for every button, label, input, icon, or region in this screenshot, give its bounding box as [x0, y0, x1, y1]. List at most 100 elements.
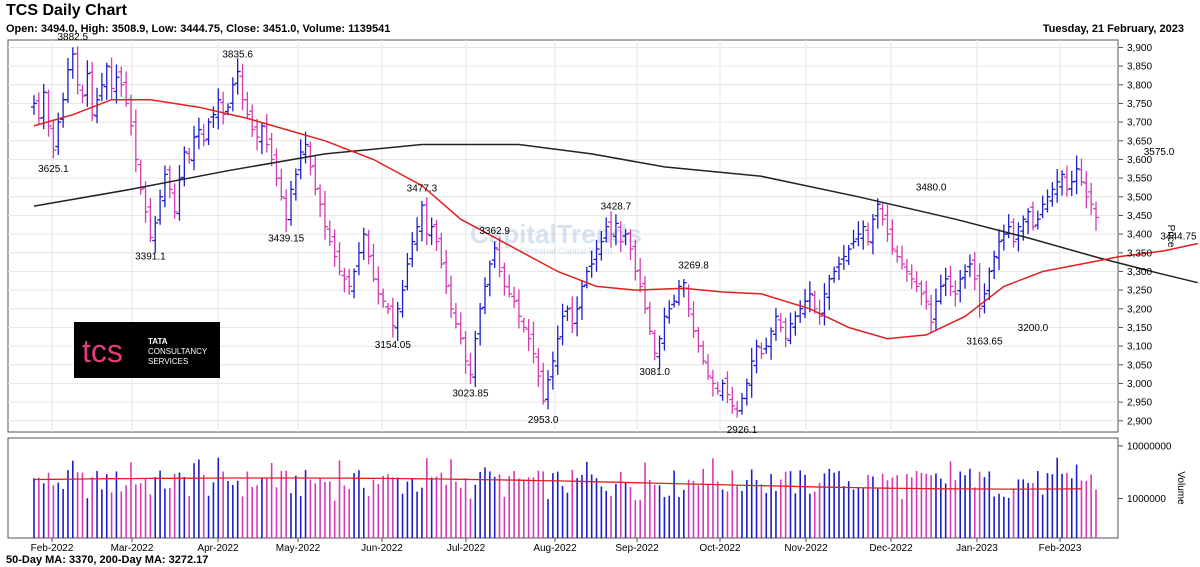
ohlc-bar [700, 340, 707, 365]
ohlc-bar [462, 331, 469, 374]
ohlc-bar [758, 342, 765, 359]
ohlc-bar [782, 317, 789, 348]
ohlc-bar [666, 300, 673, 324]
ohlc-bar [966, 254, 973, 278]
ohlc-bar [234, 58, 241, 95]
price-annotation: 3428.7 [601, 201, 632, 212]
ohlc-bar [918, 280, 925, 306]
ohlc-bar [593, 239, 600, 272]
ohlc-bar [865, 222, 872, 246]
price-tick-label: 3,900 [1127, 43, 1152, 54]
ohlc-bar [467, 352, 474, 385]
ohlc-bar [831, 266, 838, 283]
ohlc-bar [1029, 201, 1036, 231]
ohlc-bar [671, 294, 678, 308]
ohlc-bar [486, 260, 493, 297]
ohlc-bar [835, 256, 842, 281]
ohlc-bar [302, 131, 309, 164]
ohlc-bar [438, 232, 445, 269]
ohlc-bar [947, 265, 954, 296]
price-annotations: 3882.5 3625.1 3835.6 3391.1 3439.15 3477.3 315… [38, 32, 1197, 436]
ohlc-bar [205, 118, 212, 145]
ohlc-bar [132, 109, 139, 173]
ohlc-bar [50, 119, 57, 159]
ohlc-bar [976, 263, 983, 318]
ohlc-bar [346, 268, 353, 295]
month-tick-label: Dec-2022 [869, 543, 913, 554]
ohlc-bar [147, 197, 154, 243]
ohlc-bar [515, 289, 522, 329]
ohlc-bar [389, 297, 396, 338]
ohlc-summary: Open: 3494.0, High: 3508.9, Low: 3444.75… [6, 23, 391, 35]
ohlc-bar [496, 237, 503, 278]
month-tick-label: Jan-2023 [956, 543, 998, 554]
ohlc-bar [860, 220, 867, 250]
price-annotation: 3480.0 [916, 182, 947, 193]
ohlc-bar [971, 251, 978, 291]
price-tick-label: 3,050 [1127, 360, 1152, 371]
ohlc-bar [903, 258, 910, 283]
ohlc-bar [768, 327, 775, 360]
ohlc-bar [884, 204, 891, 243]
ohlc-bar [855, 221, 862, 247]
grid-lines [8, 40, 1118, 432]
ohlc-bar [923, 280, 930, 310]
ohlc-bar [821, 283, 828, 326]
ohlc-bar [161, 165, 168, 208]
ohlc-bar [962, 264, 969, 289]
ohlc-bar [186, 147, 193, 164]
ohlc-bar [797, 300, 804, 323]
ohlc-bar [743, 378, 750, 406]
ohlc-bar [554, 325, 561, 375]
ohlc-bars [31, 46, 1099, 418]
ohlc-bar [996, 229, 1003, 271]
ohlc-bar [598, 230, 605, 261]
price-tick-label: 3,500 [1127, 192, 1152, 203]
ohlc-bar [535, 348, 542, 387]
ohlc-bar [942, 267, 949, 297]
logo-box [74, 322, 220, 378]
price-annotation: 3163.65 [966, 336, 1003, 347]
price-annotation: 3882.5 [57, 32, 88, 43]
moving-average-summary: 50-Day MA: 3370, 200-Day MA: 3272.17 [6, 554, 209, 566]
price-tick-label: 2,900 [1127, 416, 1152, 427]
month-tick-label: Nov-2022 [784, 543, 828, 554]
ohlc-bar [772, 307, 779, 341]
ohlc-bar [1093, 201, 1099, 231]
tcs-logo: tcs TATA CONSULTANCY SERVICES [74, 322, 220, 378]
ohlc-bar [288, 180, 295, 226]
ohlc-bar [879, 203, 886, 226]
ohlc-bar [1049, 182, 1056, 207]
ohlc-bar [157, 189, 164, 225]
ohlc-bar [443, 249, 450, 295]
month-axis: Feb-2022 Mar-2022 Apr-2022 May-2022 Jun-2022… [31, 538, 1082, 554]
ohlc-bar [1088, 182, 1095, 216]
ohlc-bar [748, 347, 755, 398]
ohlc-bar [399, 280, 406, 318]
ohlc-bar [98, 72, 105, 102]
ohlc-bar [714, 381, 721, 395]
ohlc-bar [113, 64, 120, 104]
price-tick-label: 3,700 [1127, 118, 1152, 129]
ohlc-bar [472, 330, 479, 388]
ohlc-bar [899, 245, 906, 270]
ohlc-bar [850, 229, 857, 249]
ohlc-bar [200, 124, 207, 147]
ohlc-bar [312, 155, 319, 196]
ohlc-bar [249, 104, 256, 138]
ohlc-bar [31, 95, 37, 115]
price-tick-label: 3,400 [1127, 230, 1152, 241]
volume-tick-label: 1000000 [1127, 494, 1166, 505]
ohlc-bar [1078, 158, 1085, 187]
price-tick-label: 3,650 [1127, 136, 1152, 147]
price-annotation: 2926.1 [727, 425, 758, 436]
price-annotation: 3625.1 [38, 164, 69, 175]
ohlc-bar [35, 92, 42, 125]
month-tick-label: Oct-2022 [699, 543, 741, 554]
ohlc-bar [559, 303, 566, 346]
ohlc-bar [1054, 169, 1061, 203]
price-annotation: 3575.0 [1144, 147, 1175, 158]
ma200-path [33, 143, 1198, 284]
ohlc-bar [409, 232, 416, 268]
ohlc-bar [937, 274, 944, 305]
